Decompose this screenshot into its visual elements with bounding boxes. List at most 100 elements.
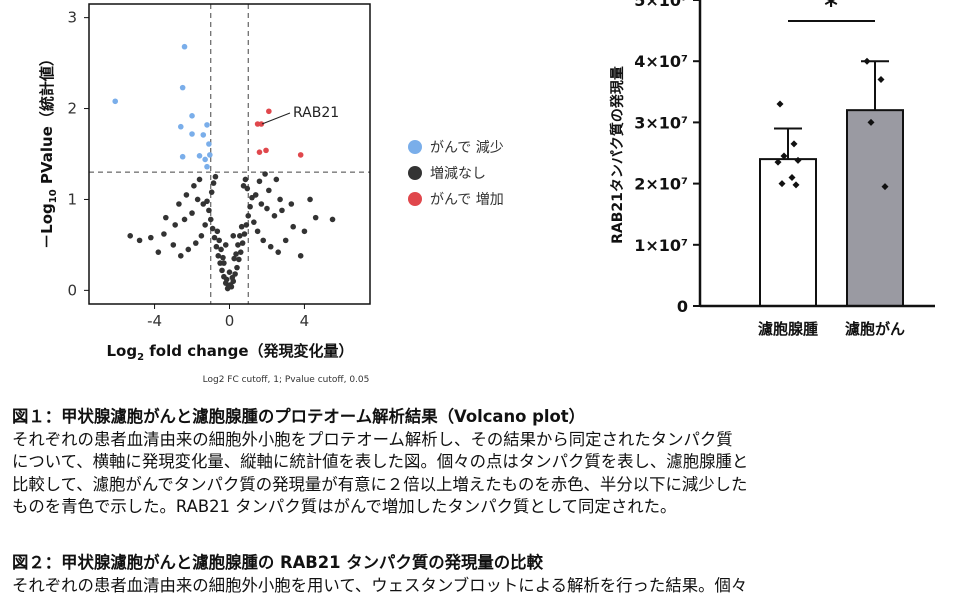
volcano-point (215, 253, 222, 259)
volcano-point (260, 237, 267, 244)
legend-dot-blue-icon (408, 140, 422, 154)
volcano-point (234, 264, 240, 271)
volcano-point (192, 240, 199, 246)
sample-point (778, 180, 786, 188)
bar-y-tick-label: 0 (677, 297, 688, 316)
legend-label: 増減なし (430, 166, 486, 182)
volcano-point (238, 223, 245, 230)
volcano-point (307, 196, 313, 203)
sample-point (794, 156, 802, 164)
volcano-point (207, 216, 214, 223)
volcano-point (189, 113, 195, 119)
volcano-point (235, 242, 241, 248)
volcano-point (136, 237, 143, 244)
volcano-point (254, 228, 261, 235)
volcano-point (266, 108, 272, 115)
volcano-point (297, 152, 304, 158)
figure2-caption-title: 図２：甲状腺濾胞がんと濾胞腺腫の RAB21 タンパク質の発現量の比較 (12, 553, 543, 572)
volcano-point (127, 233, 134, 239)
volcano-point (256, 149, 263, 155)
y-tick-label: 2 (67, 100, 77, 118)
volcano-point (189, 210, 195, 216)
volcano-point (237, 233, 243, 239)
x-tick-label: 4 (300, 312, 310, 330)
volcano-point (177, 123, 184, 130)
volcano-point (196, 153, 203, 159)
volcano-point (263, 147, 269, 154)
sample-point (790, 140, 798, 148)
volcano-point (240, 183, 247, 189)
volcano-point (236, 256, 242, 263)
volcano-point (279, 207, 285, 214)
volcano-point (245, 213, 252, 219)
volcano-footnote: Log2 FC cutoff, 1; Pvalue cutoff, 0.05 (203, 375, 370, 385)
volcano-point (204, 163, 210, 170)
volcano-point (242, 176, 249, 183)
volcano-point (212, 173, 219, 180)
legend-item-increase: がんで 増加 (408, 186, 558, 212)
volcano-point (179, 84, 186, 91)
volcano-point (112, 98, 119, 105)
bar-y-tick-label: 3×10⁷ (634, 113, 688, 132)
volcano-point (239, 240, 246, 246)
volcano-point (207, 152, 213, 158)
volcano-point (211, 234, 218, 241)
volcano-point (219, 267, 225, 274)
sample-point (863, 57, 871, 65)
volcano-point (230, 233, 237, 239)
volcano-point (200, 201, 207, 207)
volcano-point (237, 249, 244, 255)
volcano-point (266, 187, 272, 194)
volcano-point (275, 249, 282, 255)
volcano-point (161, 231, 167, 237)
figure2-caption: 図２：甲状腺濾胞がんと濾胞腺腫の RAB21 タンパク質の発現量の比較 それぞれ… (12, 552, 952, 597)
bar (759, 158, 817, 307)
bar-y-tick-label: 4×10⁷ (634, 52, 688, 71)
sample-point (780, 152, 788, 160)
volcano-point (258, 121, 265, 127)
volcano-point (301, 228, 308, 235)
rab21-leader-line (261, 112, 291, 125)
volcano-point (202, 156, 208, 163)
volcano-point (204, 122, 210, 128)
volcano-point (189, 131, 195, 137)
volcano-point (271, 213, 278, 219)
volcano-point (218, 246, 224, 253)
volcano-point (329, 216, 336, 223)
x-tick-label: 0 (225, 312, 235, 330)
volcano-point (216, 237, 222, 244)
volcano-point (214, 228, 221, 235)
volcano-point (241, 231, 248, 237)
volcano-point (206, 141, 212, 147)
volcano-point (181, 43, 188, 50)
volcano-point (209, 225, 216, 232)
volcano-point (288, 201, 295, 207)
volcano-point (208, 189, 215, 195)
volcano-point (200, 132, 207, 138)
volcano-point (229, 274, 236, 281)
legend-label: がんで 増加 (430, 192, 504, 208)
x-tick-label: -4 (147, 312, 162, 330)
volcano-point (185, 246, 192, 253)
volcano-point (256, 178, 263, 185)
volcano-point (247, 203, 253, 210)
sample-point (788, 173, 796, 181)
volcano-point (198, 233, 205, 239)
volcano-point (181, 216, 188, 223)
rab21-annotation: RAB21 (293, 105, 339, 121)
volcano-point (233, 251, 239, 257)
volcano-plot: -4 0 4 0 1 2 3 RAB21 Log2 fold change（発現変化量） －… (38, 3, 371, 385)
volcano-point (273, 176, 280, 183)
bar-y-tick-label: 1×10⁷ (634, 236, 688, 255)
volcano-point (297, 253, 304, 259)
volcano-point (222, 242, 229, 248)
volcano-legend: がんで 減少 増減なし がんで 増加 (408, 134, 558, 212)
volcano-point (277, 196, 283, 203)
legend-label: がんで 減少 (430, 140, 504, 156)
figure1-caption-title: 図１：甲状腺濾胞がんと濾胞腺腫のプロテオーム解析結果（Volcano plot） (12, 407, 585, 426)
volcano-y-axis-label: －Log10 PValue（統計値） (38, 51, 59, 249)
volcano-point (221, 260, 227, 266)
caption-line: 比較して、濾胞がんでタンパク質の発現量が有意に２倍以上増えたものを赤色、半分以下… (12, 474, 748, 494)
volcano-point (225, 283, 232, 289)
volcano-point (170, 242, 177, 248)
